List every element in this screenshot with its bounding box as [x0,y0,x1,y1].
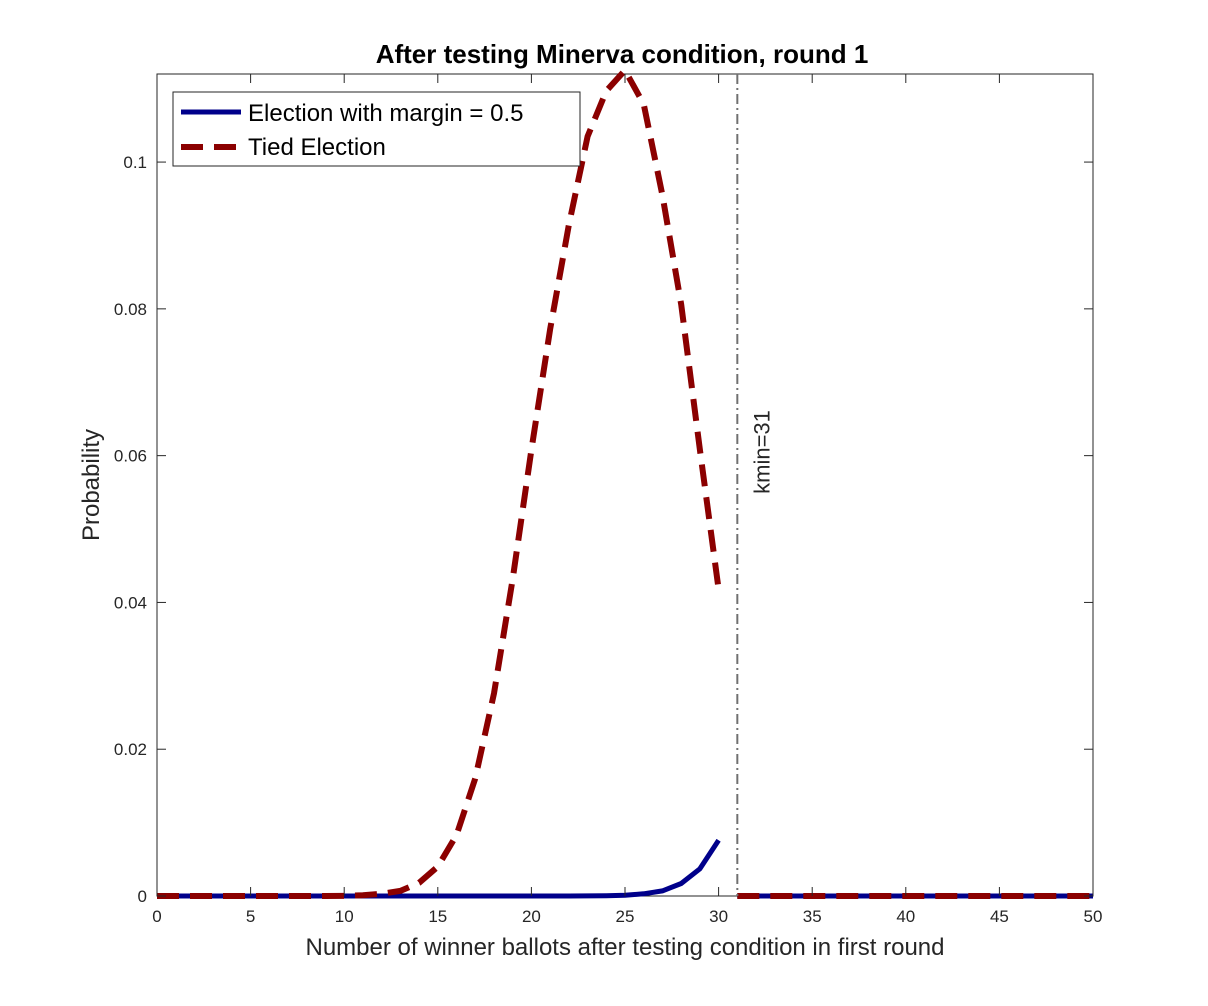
x-tick-label: 5 [246,907,255,926]
x-tick-label: 20 [522,907,541,926]
legend-label-election-margin: Election with margin = 0.5 [248,100,523,127]
y-tick-label: 0.1 [123,153,147,172]
kmin-label: kmin=31 [749,410,774,494]
ticks-layer: 0 5 10 15 20 25 30 35 40 45 50 0 0.02 0.04 0.06 0.08 0.1 [114,74,1103,926]
y-tick-label: 0.08 [114,300,147,319]
x-tick-label: 35 [803,907,822,926]
x-tick-label: 40 [896,907,915,926]
legend-box [172,91,581,167]
y-axis-label: Probability [78,429,105,541]
legend-label-tied-election: Tied Election [248,134,386,161]
legend: Election with margin = 0.5 Tied Election [172,91,581,167]
x-tick-label: 25 [616,907,635,926]
plot-area: kmin=31 0 5 10 15 20 25 30 35 40 45 50 0 0.02 0.04 0.0… [114,67,1103,926]
axes-box [156,73,1094,897]
x-tick-label: 10 [335,907,354,926]
y-tick-label: 0 [138,887,147,906]
chart-title: After testing Minerva condition, round 1 [376,39,869,69]
y-tick-label: 0.06 [114,447,147,466]
x-axis-label: Number of winner ballots after testing c… [306,934,945,961]
x-tick-label: 15 [428,907,447,926]
x-tick-label: 30 [709,907,728,926]
x-tick-label: 45 [990,907,1009,926]
x-tick-label: 50 [1084,907,1103,926]
y-tick-label: 0.02 [114,740,147,759]
x-tick-label: 0 [152,907,161,926]
y-tick-label: 0.04 [114,593,147,612]
annotation-layer: kmin=31 [736,74,774,896]
